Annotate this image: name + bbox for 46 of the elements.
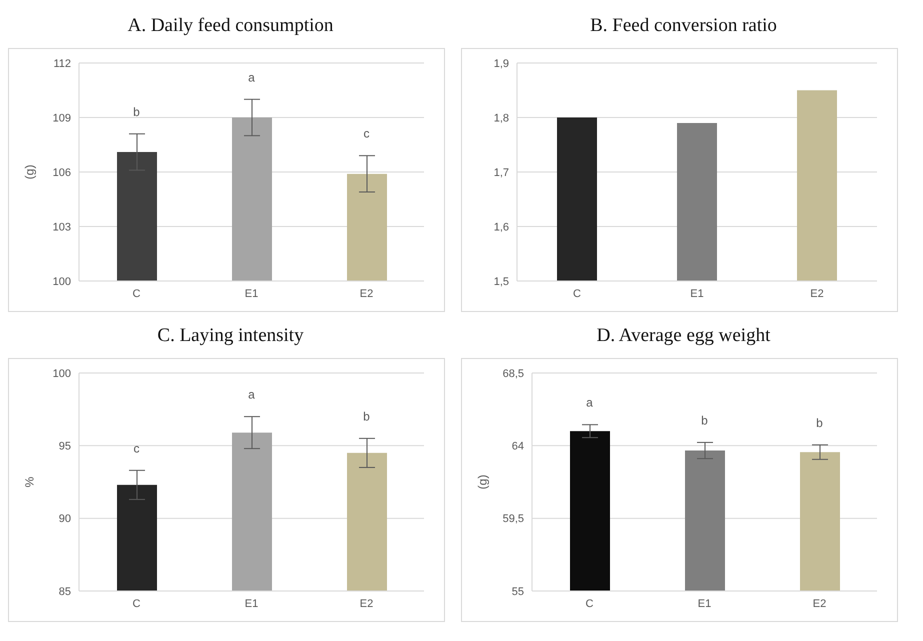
y-tick-label: 85 bbox=[58, 586, 71, 598]
annotation: a bbox=[248, 70, 256, 84]
chart-title: C. Laying intensity bbox=[156, 324, 305, 348]
y-axis-title: (g) bbox=[22, 164, 36, 180]
annotation: a bbox=[248, 388, 256, 402]
annotation: b bbox=[816, 416, 824, 430]
y-tick-label: 103 bbox=[52, 221, 71, 234]
x-tick-label: E1 bbox=[698, 598, 712, 610]
chart-title: A. Daily feed consumption bbox=[126, 14, 334, 38]
x-tick-label: E2 bbox=[812, 598, 826, 610]
x-tick-label: C bbox=[132, 288, 141, 300]
annotation: a bbox=[586, 396, 594, 410]
chart-title: B. Feed conversion ratio bbox=[589, 14, 778, 38]
x-tick-label: C bbox=[132, 598, 141, 610]
y-tick-label: 1,6 bbox=[494, 221, 509, 234]
annotation: c bbox=[364, 126, 370, 141]
y-tick-label: 106 bbox=[52, 166, 71, 179]
chart-title: D. Average egg weight bbox=[596, 324, 772, 348]
x-tick-label: E1 bbox=[690, 288, 704, 300]
y-tick-label: 90 bbox=[58, 513, 71, 526]
x-tick-label: E1 bbox=[244, 288, 258, 300]
y-tick-label: 112 bbox=[53, 58, 71, 70]
x-tick-label: E2 bbox=[810, 288, 824, 300]
y-tick-label: 100 bbox=[52, 368, 71, 380]
y-tick-label: 1,7 bbox=[494, 166, 509, 179]
y-tick-label: 59,5 bbox=[502, 513, 524, 526]
y-tick-label: 95 bbox=[58, 440, 71, 453]
y-axis-title: (g) bbox=[475, 474, 490, 490]
y-tick-label: 100 bbox=[52, 276, 71, 288]
x-tick-label: E2 bbox=[360, 598, 374, 610]
x-tick-label: C bbox=[573, 288, 582, 300]
annotation: b bbox=[133, 104, 140, 119]
y-tick-label: 1,5 bbox=[494, 276, 509, 288]
annotation: b bbox=[363, 409, 370, 424]
y-axis-title: % bbox=[22, 476, 36, 488]
y-tick-label: 55 bbox=[512, 586, 524, 598]
x-tick-label: E1 bbox=[244, 598, 258, 610]
x-tick-label: C bbox=[586, 598, 594, 610]
y-tick-label: 109 bbox=[52, 112, 71, 124]
x-tick-label: E2 bbox=[360, 288, 374, 300]
annotation: c bbox=[134, 441, 140, 456]
y-tick-label: 1,9 bbox=[494, 58, 509, 70]
y-tick-label: 64 bbox=[512, 440, 524, 453]
annotation: b bbox=[701, 413, 708, 428]
y-tick-label: 68,5 bbox=[502, 368, 524, 380]
y-tick-label: 1,8 bbox=[494, 112, 509, 124]
